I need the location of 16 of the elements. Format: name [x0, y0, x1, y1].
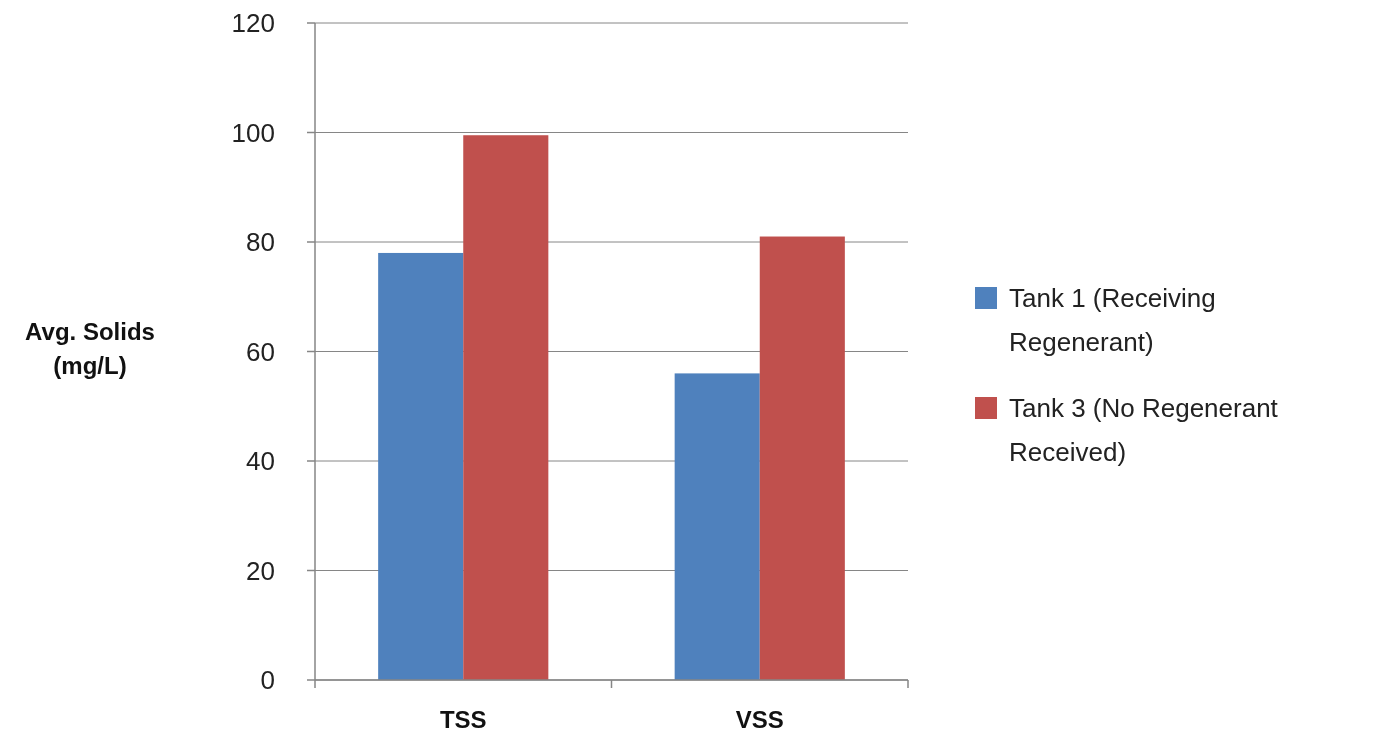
y-tick-label: 80	[246, 227, 275, 258]
y-tick-label: 40	[246, 446, 275, 477]
y-tick-label: 120	[231, 8, 275, 39]
y-tick-label: 0	[260, 665, 275, 696]
bar	[463, 135, 549, 680]
legend-label: Tank 1 (Receiving Regenerant)	[1009, 283, 1216, 358]
y-tick-label: 60	[246, 336, 275, 367]
y-axis-title: Avg. Solids (mg/L)	[25, 318, 155, 379]
x-tick-label: TSS	[439, 706, 487, 733]
legend-label: Tank 3 (No Regenerant Received)	[1009, 393, 1279, 468]
y-tick-label: 20	[246, 555, 275, 586]
bar	[378, 252, 464, 680]
bar	[674, 373, 760, 680]
y-tick-label: 100	[231, 117, 275, 148]
bar	[759, 236, 845, 680]
x-tick-label: VSS	[735, 706, 784, 733]
